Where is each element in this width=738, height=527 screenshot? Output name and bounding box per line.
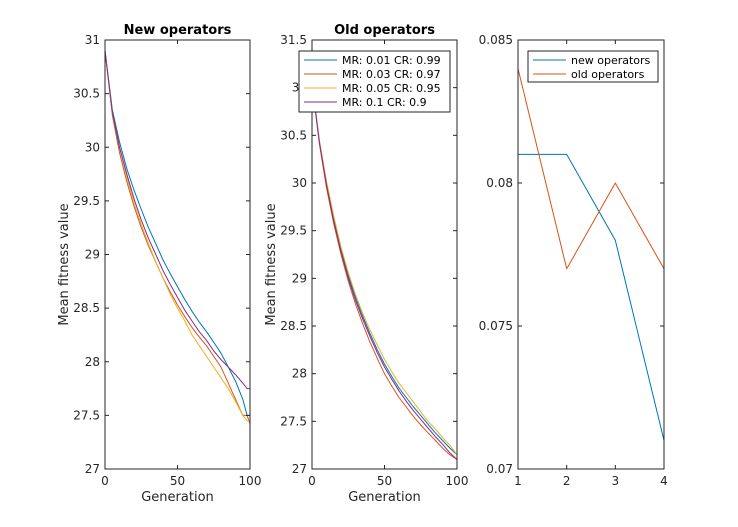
series-line-1 — [104, 50, 251, 425]
x-tick-label: 100 — [239, 474, 262, 488]
x-axis-label: Generation — [348, 490, 421, 505]
y-tick-label: 28.5 — [280, 319, 307, 333]
panel-title: Old operators — [334, 23, 435, 38]
y-tick-label: 29 — [292, 271, 307, 285]
y-tick-label: 30.5 — [73, 87, 100, 101]
x-tick-label: 0 — [308, 474, 316, 488]
series-line-0 — [104, 50, 251, 416]
panel-old-operators: 0501002727.52828.52929.53030.53131.5Old … — [264, 23, 468, 505]
legend-label-0: MR: 0.01 CR: 0.99 — [342, 54, 441, 67]
plot-area — [518, 40, 664, 469]
y-tick-label: 27.5 — [280, 414, 307, 428]
x-tick-label: 1 — [514, 474, 522, 488]
series-line-1 — [311, 82, 458, 460]
x-tick-label: 50 — [170, 474, 185, 488]
y-tick-label: 28 — [85, 355, 100, 369]
plot-area — [105, 40, 250, 469]
legend-label-1: MR: 0.03 CR: 0.97 — [342, 68, 441, 81]
y-tick-label: 28.5 — [73, 301, 100, 315]
legend-label-2: MR: 0.05 CR: 0.95 — [342, 82, 441, 95]
y-axis-label: Mean fitness value — [264, 203, 279, 325]
x-tick-label: 3 — [612, 474, 620, 488]
y-tick-label: 31 — [85, 33, 100, 47]
series-line-0 — [517, 153, 665, 441]
series-line-2 — [104, 50, 251, 422]
panel-new-operators: 0 50 100 27 27.5 28 28.5 29 29.5 30 30.5 31 New oper… — [57, 23, 261, 505]
y-tick-label: 27.5 — [73, 408, 100, 422]
y-tick-label: 0.075 — [479, 319, 513, 333]
series-line-1 — [517, 68, 665, 270]
y-tick-label: 0.085 — [479, 33, 513, 47]
legend-label-0: new operators — [571, 54, 651, 67]
legend-label-1: old operators — [571, 68, 645, 81]
x-tick-label: 2 — [563, 474, 571, 488]
y-tick-label: 0.08 — [486, 176, 513, 190]
x-tick-label: 4 — [660, 474, 668, 488]
y-tick-label: 27 — [292, 462, 307, 476]
x-tick-label: 0 — [101, 474, 109, 488]
panel-title: New operators — [124, 23, 232, 38]
y-tick-label: 0.07 — [486, 462, 513, 476]
y-tick-label: 29.5 — [280, 224, 307, 238]
y-axis-label: Mean fitness value — [57, 203, 72, 325]
y-tick-label: 31.5 — [280, 33, 307, 47]
y-tick-label: 30 — [85, 140, 100, 154]
legend-label-3: MR: 0.1 CR: 0.9 — [342, 96, 427, 109]
series-line-3 — [311, 82, 458, 460]
x-tick-label: 50 — [377, 474, 392, 488]
x-axis-label: Generation — [141, 490, 214, 505]
y-tick-label: 27 — [85, 462, 100, 476]
y-tick-label: 29 — [85, 248, 100, 262]
series-line-2 — [311, 82, 458, 456]
x-tick-label: 100 — [446, 474, 469, 488]
y-tick-label: 29.5 — [73, 194, 100, 208]
y-tick-label: 28 — [292, 367, 307, 381]
legend-box — [527, 50, 659, 83]
series-line-3 — [104, 50, 251, 390]
axes-box — [517, 39, 665, 470]
y-tick-label: 30.5 — [280, 128, 307, 142]
y-tick-label: 30 — [292, 176, 307, 190]
